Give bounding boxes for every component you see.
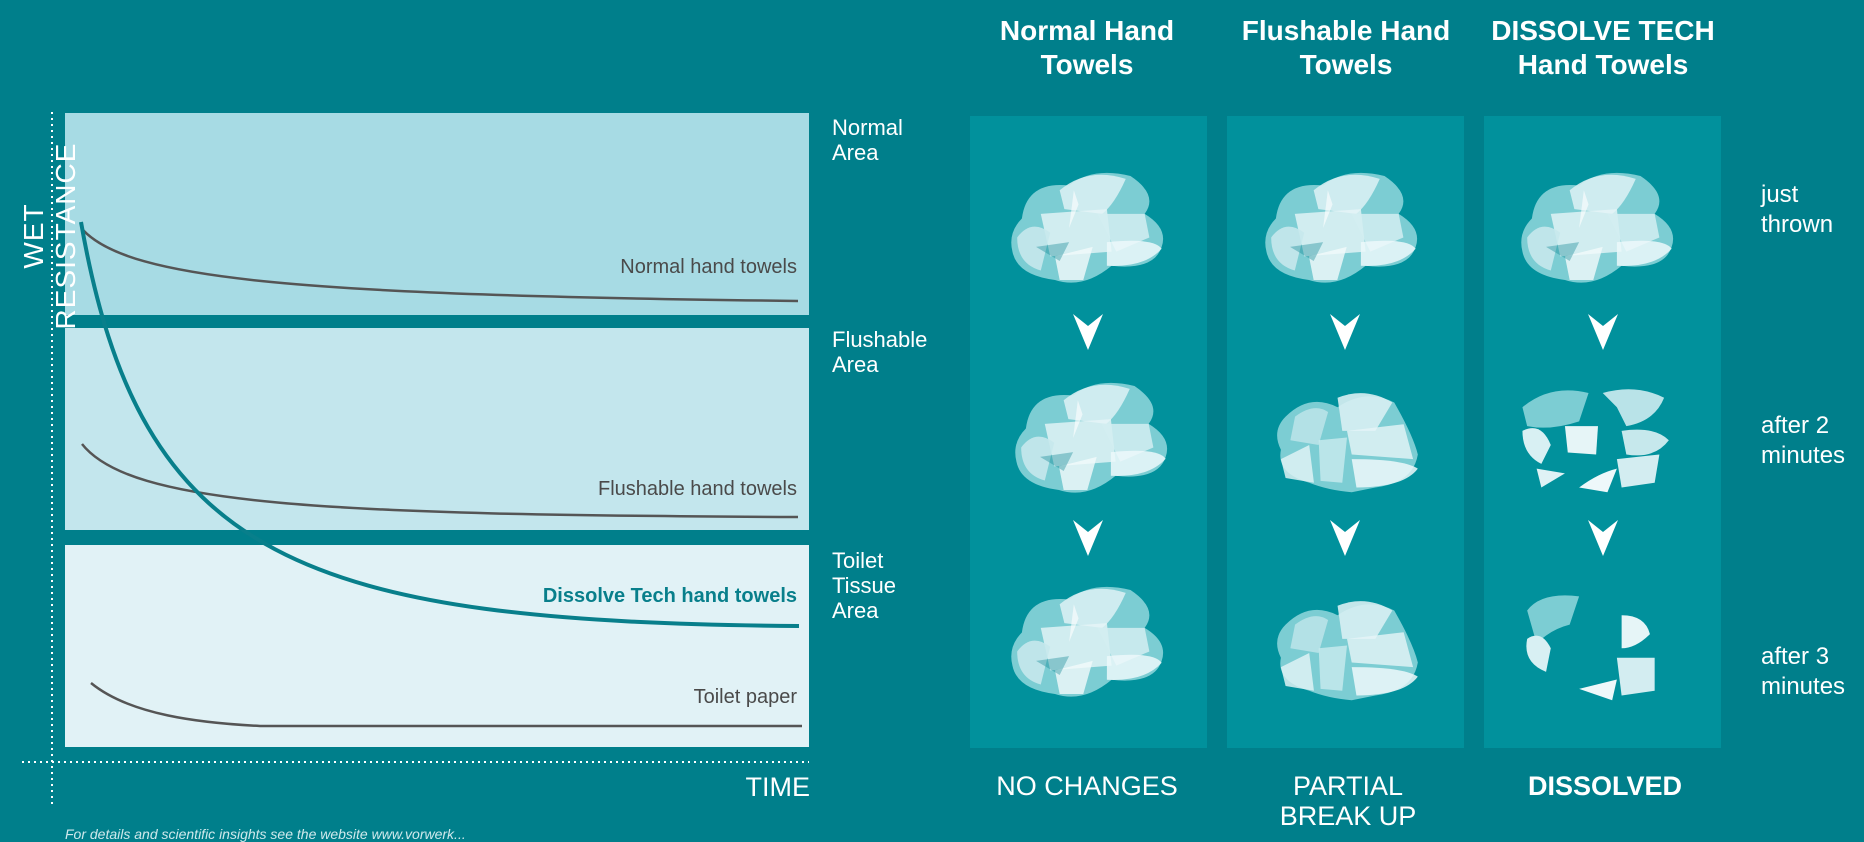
towel-half-dissolved-icon (1522, 389, 1669, 493)
flushable-area-label: Flushable Area (832, 327, 928, 377)
arrow-down-icon (1073, 520, 1103, 556)
result-dissolve: DISSOLVED (1527, 771, 1683, 801)
normal-towels-label: Normal hand towels (620, 256, 797, 278)
towel-dissolved-icon (1526, 595, 1655, 701)
column-title-flushable: Flushable Hand Towels (1241, 15, 1451, 80)
arrow-down-icon (1073, 314, 1103, 350)
towel-crumpled-icon (1011, 586, 1164, 697)
towel-partial-icon (1277, 601, 1418, 701)
dissolve-tech-curve (79, 221, 800, 628)
result-normal: NO CHANGES (996, 771, 1178, 801)
toilet-paper-curve (90, 682, 802, 728)
stage-label-after-3-minutes: after 3 minutes (1761, 643, 1846, 700)
toilet-area-label: Toilet Tissue Area (832, 548, 896, 623)
normal-area-band (65, 113, 809, 315)
arrow-down-icon (1588, 520, 1618, 556)
flushable-towels-label: Flushable hand towels (597, 478, 797, 500)
flushable-area-band (65, 328, 809, 530)
towel-partial-icon (1277, 393, 1418, 493)
arrow-down-icon (1330, 520, 1360, 556)
towel-crumpled-icon (1015, 382, 1168, 493)
wet-resistance-chart: WET RESISTANCE TIME Normal hand towels F… (0, 0, 820, 842)
stage-label-after-2-minutes: after 2 minutes (1761, 412, 1846, 469)
column-title-normal: Normal Hand Towels (999, 15, 1175, 80)
footnote: For details and scientific insights see … (65, 826, 466, 842)
arrow-down-icon (1330, 314, 1360, 350)
towel-crumpled-icon (1521, 172, 1674, 283)
flushable-towels-curve (81, 443, 799, 519)
towel-crumpled-icon (1011, 172, 1164, 283)
toilet-paper-label: Toilet paper (693, 686, 797, 708)
x-axis-label: TIME (745, 772, 811, 802)
towel-crumpled-icon (1265, 172, 1418, 283)
normal-towels-curve (82, 229, 799, 303)
chart-curves (22, 112, 809, 805)
normal-area-label: Normal Area (832, 115, 903, 165)
stage-label-just-thrown: just thrown (1761, 181, 1834, 238)
y-axis-label: WET RESISTANCE (18, 142, 81, 330)
toilet-area-band (65, 545, 809, 747)
result-flushable: PARTIAL BREAK UP (1279, 771, 1417, 831)
column-title-dissolve: DISSOLVE TECH Hand Towels (1491, 15, 1715, 80)
dissolve-tech-label: Dissolve Tech hand towels (542, 585, 797, 607)
arrow-down-icon (1588, 314, 1618, 350)
